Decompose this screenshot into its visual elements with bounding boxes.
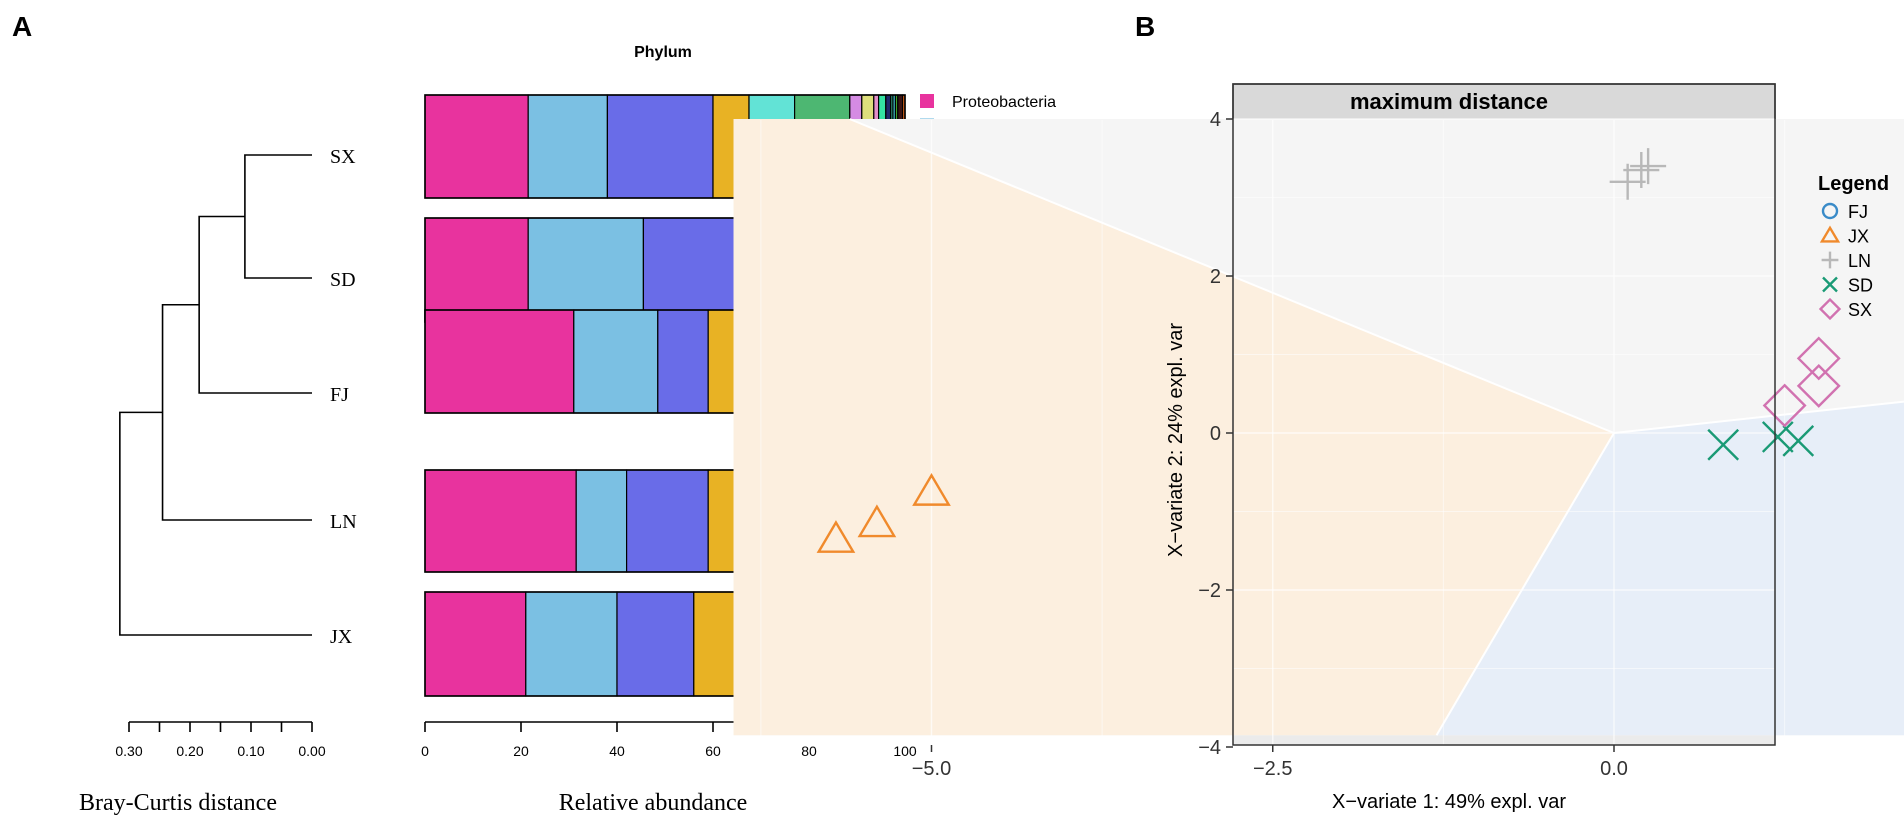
scatter-point-jx <box>912 473 951 506</box>
bar-tick-label: 80 <box>801 743 817 759</box>
panel-label-b: B <box>1135 11 1155 42</box>
dendrogram-branch <box>244 154 312 279</box>
bar-tick-label: 100 <box>893 743 917 759</box>
scatter-legend-key <box>1822 276 1838 293</box>
dendrogram-xlabel: Bray-Curtis distance <box>79 790 277 816</box>
decision-region-fj <box>1436 401 1904 736</box>
scatter-legend-label: SX <box>1848 300 1872 320</box>
bar-segment <box>573 309 659 414</box>
scatter-point-ln <box>1630 148 1667 185</box>
scatter-y-tick-label: 4 <box>1210 109 1221 131</box>
scatter-y-tick-label: −2 <box>1198 580 1221 602</box>
bar-segment <box>657 309 709 414</box>
bar-tick-label: 0 <box>421 743 429 759</box>
dendrogram-branch <box>161 303 312 521</box>
dendrogram-leaf-label: SX <box>330 146 356 168</box>
scatter-xlabel: X−variate 1: 49% expl. var <box>1332 791 1566 813</box>
decision-boundary <box>1435 432 1615 736</box>
bar-segment <box>424 309 575 414</box>
dendrogram-tick-label: 0.30 <box>115 743 142 759</box>
dendrogram-leaf-label: LN <box>330 511 357 533</box>
scatter-legend-label: LN <box>1848 251 1871 271</box>
scatter-point-sd <box>1707 428 1740 461</box>
dendrogram-leaf-label: SD <box>330 269 356 291</box>
bar-segment <box>606 94 714 199</box>
legend-label: Proteobacteria <box>952 94 1056 111</box>
bar-segment <box>424 94 529 199</box>
scatter-y-tick-label: −4 <box>1198 737 1221 759</box>
scatter-point-ln <box>1623 152 1660 189</box>
scatter-point-sx <box>1762 383 1807 428</box>
bar-segment <box>625 469 709 573</box>
bar-segment <box>527 217 645 323</box>
bar-tick-label: 60 <box>705 743 721 759</box>
dendrogram-tick-label: 0.10 <box>237 743 264 759</box>
bar-segment <box>616 591 695 697</box>
bar-segment <box>642 217 741 323</box>
scatter-y-tick-label: 2 <box>1210 266 1221 288</box>
scatter-point-sd <box>1782 425 1815 457</box>
scatter-point-jx <box>857 504 897 538</box>
scatter-x-tick-label: −5.0 <box>912 758 951 780</box>
bar-tick-label: 20 <box>513 743 529 759</box>
scatter-legend-label: SD <box>1848 276 1873 296</box>
scatter-legend-key <box>1821 251 1839 269</box>
scatter-point-jx <box>816 520 856 553</box>
scatter-y-tick-label: 0 <box>1210 423 1221 445</box>
dendrogram-branch <box>119 411 312 636</box>
scatter-legend-key <box>1818 297 1842 321</box>
decision-boundary <box>1613 400 1904 434</box>
dendrogram-tick-label: 0.00 <box>298 743 325 759</box>
scatter-strip-title: maximum distance <box>1350 89 1548 114</box>
scatter-strip <box>1232 83 1776 121</box>
scatter-legend-key <box>1821 202 1839 220</box>
scatter-point-sd <box>1761 421 1794 453</box>
scatter-panel-border <box>1232 83 1776 746</box>
bar-segment <box>525 591 618 697</box>
scatter-x-tick-label: 0.0 <box>1600 758 1628 780</box>
dendrogram-leaf-label: JX <box>330 626 353 648</box>
dendrogram-leaf-label: FJ <box>330 384 349 406</box>
scatter-legend-key <box>1819 225 1841 243</box>
panel-label-a: A <box>12 11 32 42</box>
scatter-legend-label: JX <box>1848 227 1869 247</box>
bar-segment <box>424 469 577 573</box>
legend-swatch <box>920 94 934 108</box>
bar-segment <box>527 94 609 199</box>
dendrogram: SX SD FJ LN JX 0.30 0.20 0.10 0.00 <box>115 146 356 759</box>
scatter-plot: −5.0−2.50.02.5420−2−4 <box>733 83 1904 780</box>
bar-segment <box>424 217 529 323</box>
scatter-legend: Legend FJ JX LN SD SX <box>1818 173 1889 321</box>
bar-tick-label: 40 <box>609 743 625 759</box>
scatter-x-tick-label: −2.5 <box>1253 758 1292 780</box>
scatter-legend-label: FJ <box>1848 202 1868 222</box>
decision-region-jx <box>733 119 1614 736</box>
bar-chart-xlabel: Relative abundance <box>559 790 748 816</box>
dendrogram-tick-label: 0.20 <box>176 743 203 759</box>
scatter-point-sx <box>1796 363 1841 408</box>
scatter-point-sx <box>1796 336 1841 381</box>
bar-segment <box>575 469 628 573</box>
scatter-ylabel: X−variate 2: 24% expl. var <box>1165 323 1187 557</box>
dendrogram-branch <box>198 215 312 394</box>
scatter-legend-title: Legend <box>1818 173 1889 195</box>
bar-chart-title: Phylum <box>634 44 692 61</box>
bar-segment <box>424 591 527 697</box>
